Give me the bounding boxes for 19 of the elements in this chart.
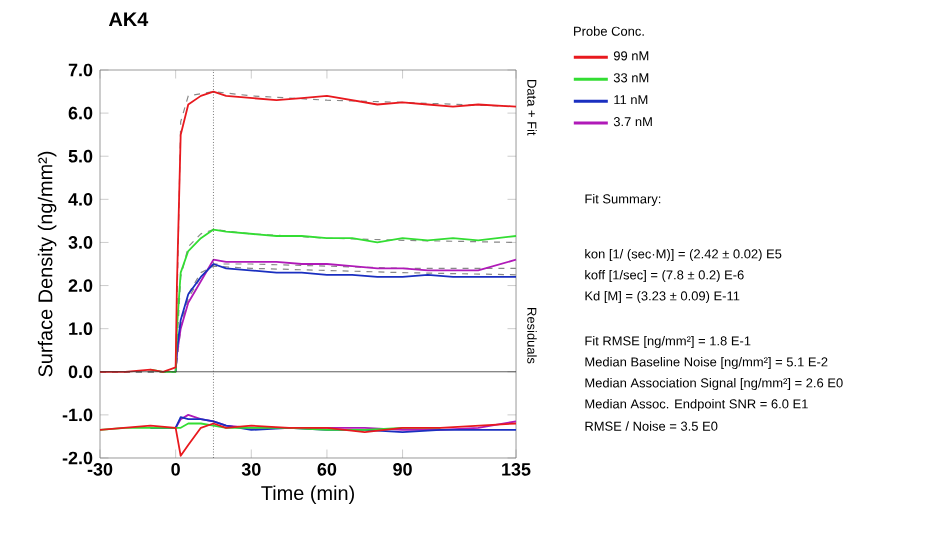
- chart-title: AK4: [108, 12, 149, 27]
- y-axis-title: Surface Density (ng/mm²): [37, 151, 57, 377]
- y-tick-label: 7.0: [68, 63, 93, 77]
- x-tick-label: 90: [393, 463, 412, 476]
- y-tick-label: 1.0: [69, 322, 93, 336]
- y-tick-label: -1.0: [62, 408, 93, 422]
- y-tick-label: 2.0: [68, 279, 93, 292]
- x-tick-label: 0: [171, 463, 180, 476]
- x-tick-label: 60: [317, 463, 337, 476]
- y-tick-label: 4.0: [68, 192, 93, 206]
- x-tick-label: 30: [241, 463, 261, 476]
- x-tick-label: -30: [87, 463, 113, 476]
- y-tick-label: 5.0: [68, 149, 93, 163]
- x-tick-label: 135: [502, 463, 531, 476]
- y-tick-label: -2.0: [62, 451, 93, 465]
- x-axis-title: Time (min): [261, 485, 354, 505]
- y-tick-label: 0.0: [68, 365, 93, 379]
- y-tick-label: 3.0: [68, 236, 93, 249]
- y-tick-label: 6.0: [68, 106, 93, 120]
